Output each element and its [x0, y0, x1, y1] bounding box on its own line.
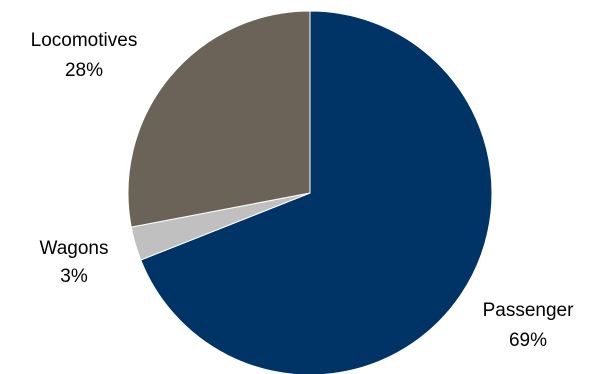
- pie-labels: Passenger 69% Wagons 3% Locomotives 28%: [31, 30, 574, 351]
- slice-label-passenger: Passenger 69%: [483, 300, 575, 351]
- slice-percent-wagons: 3%: [60, 266, 88, 287]
- slice-label-wagons: Wagons 3%: [40, 238, 109, 287]
- slice-percent-passenger: 69%: [509, 330, 547, 351]
- slice-percent-locomotives: 28%: [65, 60, 103, 81]
- pie-slice-passenger: [140, 10, 493, 374]
- pie-slice-locomotives: [127, 10, 311, 228]
- slice-name-passenger: Passenger: [483, 300, 575, 321]
- slice-name-wagons: Wagons: [40, 238, 109, 259]
- slice-name-locomotives: Locomotives: [31, 30, 138, 51]
- slice-label-locomotives: Locomotives 28%: [31, 30, 138, 81]
- pie-slices: [127, 10, 493, 374]
